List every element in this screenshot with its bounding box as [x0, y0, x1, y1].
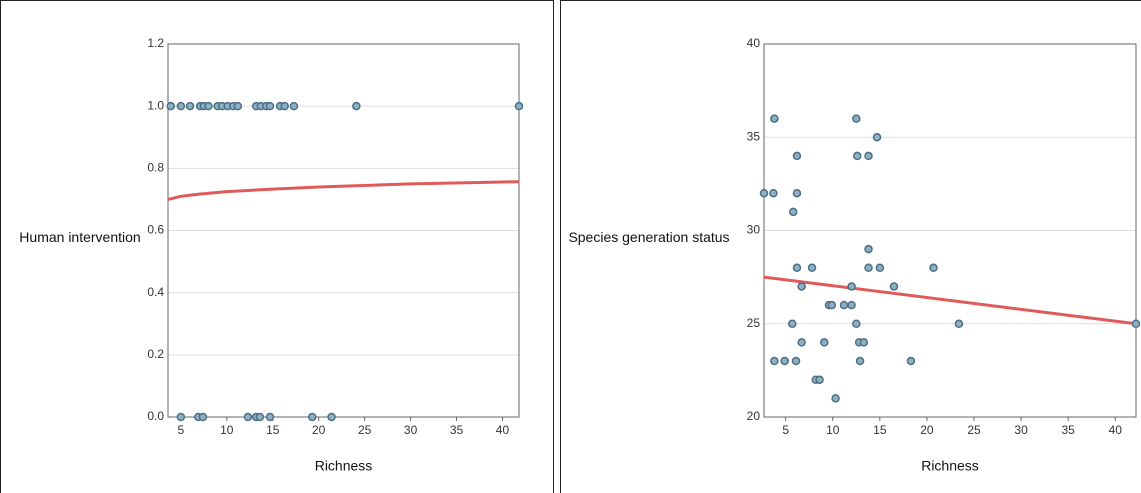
point — [859, 338, 869, 347]
point — [280, 101, 289, 111]
point — [852, 319, 861, 328]
x-tick-label: 10 — [220, 423, 234, 437]
point — [788, 319, 797, 328]
point — [769, 188, 778, 198]
x-axis-label: Richness — [921, 458, 979, 474]
point — [514, 101, 524, 111]
point — [198, 412, 208, 422]
x-tick-label: 25 — [358, 423, 372, 437]
point — [889, 282, 899, 291]
point — [233, 101, 243, 111]
point — [847, 282, 856, 291]
y-tick-label: 1.0 — [147, 98, 164, 112]
x-tick-label: 20 — [312, 423, 326, 437]
point — [875, 263, 885, 273]
point — [906, 356, 916, 366]
point — [855, 356, 865, 366]
x-tick-label: 5 — [782, 423, 789, 437]
plot-frame — [167, 43, 520, 418]
x-tick-label: 10 — [826, 423, 840, 437]
y-tick-label: 1.2 — [147, 36, 164, 50]
y-tick-label: 25 — [747, 316, 761, 330]
y-tick-label: 30 — [747, 223, 761, 237]
point — [759, 188, 769, 198]
point — [797, 338, 806, 347]
point — [265, 412, 275, 422]
x-axis-label: Richness — [315, 458, 373, 474]
point — [864, 263, 873, 273]
point — [797, 282, 806, 291]
point — [788, 207, 798, 217]
x-tick-label: 40 — [496, 423, 510, 437]
y-tick-label: 0.2 — [147, 347, 164, 361]
point — [852, 114, 861, 123]
x-tick-label: 30 — [404, 423, 418, 437]
point — [780, 356, 789, 366]
point — [852, 151, 862, 161]
point — [289, 101, 299, 111]
point — [243, 412, 253, 422]
point — [1131, 319, 1141, 328]
point — [265, 101, 275, 111]
x-tick-label: 15 — [873, 423, 887, 437]
point — [166, 101, 176, 111]
point — [255, 412, 265, 422]
point — [847, 300, 856, 310]
trend-line — [167, 180, 520, 201]
x-tick-label: 20 — [920, 423, 934, 437]
x-tick-label: 35 — [1062, 423, 1076, 437]
point — [839, 300, 849, 310]
panel-frame — [0, 0, 554, 493]
y-axis-label: Species generation status — [568, 229, 729, 245]
point — [792, 188, 802, 198]
point — [820, 338, 829, 347]
y-tick-label: 40 — [747, 36, 761, 50]
point — [954, 319, 964, 328]
x-tick-label: 40 — [1109, 423, 1123, 437]
y-tick-label: 0.8 — [147, 161, 164, 175]
y-tick-label: 35 — [747, 129, 761, 143]
x-tick-label: 5 — [178, 423, 185, 437]
panel-frame — [560, 0, 1141, 493]
point — [791, 356, 801, 366]
point — [176, 101, 186, 111]
y-tick-label: 0.4 — [147, 285, 164, 299]
trend-line — [763, 275, 1137, 326]
y-tick-label: 20 — [747, 409, 761, 423]
point — [792, 263, 802, 273]
x-tick-label: 30 — [1014, 423, 1028, 437]
point — [792, 151, 802, 161]
point — [807, 263, 817, 273]
point — [352, 101, 361, 111]
point — [872, 133, 882, 142]
point — [827, 300, 837, 310]
plot-frame — [763, 43, 1137, 418]
point — [831, 394, 840, 403]
point — [770, 114, 779, 123]
point — [864, 151, 873, 161]
y-axis-label: Human intervention — [19, 229, 140, 245]
y-tick-label: 0.6 — [147, 223, 164, 237]
x-tick-label: 35 — [450, 423, 464, 437]
x-tick-label: 15 — [266, 423, 280, 437]
point — [929, 263, 938, 273]
point — [204, 101, 213, 111]
point — [864, 244, 873, 254]
point — [327, 412, 336, 422]
x-tick-label: 25 — [967, 423, 981, 437]
point — [185, 101, 195, 111]
point — [770, 356, 779, 366]
y-tick-label: 0.0 — [147, 409, 164, 423]
point — [815, 375, 824, 384]
point — [176, 412, 186, 422]
point — [308, 412, 317, 422]
